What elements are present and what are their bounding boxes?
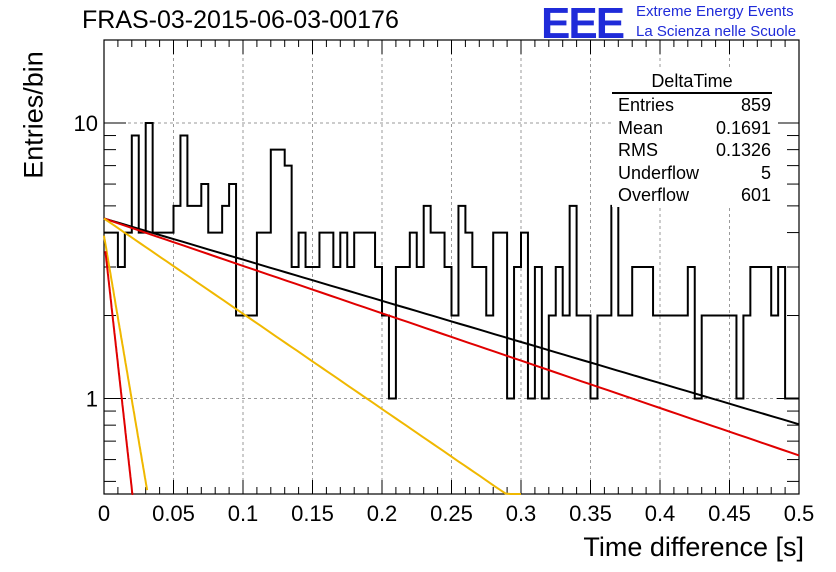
stats-value: 0.1326 bbox=[715, 140, 771, 160]
stats-row-entries: Entries 859 bbox=[612, 94, 778, 117]
stats-row-overflow: Overflow 601 bbox=[612, 184, 778, 207]
x-tick-label: 0.1 bbox=[228, 501, 259, 526]
fit-curve bbox=[103, 217, 800, 426]
x-tick-label: 0.5 bbox=[784, 501, 815, 526]
x-tick-label: 0.45 bbox=[708, 501, 751, 526]
stats-value: 5 bbox=[760, 162, 771, 183]
stats-label: Overflow bbox=[618, 185, 690, 205]
stats-label: RMS bbox=[618, 140, 658, 160]
stats-row-mean: Mean 0.1691 bbox=[612, 117, 778, 140]
stats-value: 859 bbox=[740, 95, 771, 115]
y-axis-label: Entries/bin bbox=[18, 51, 49, 179]
x-axis-label: Time difference [s] bbox=[583, 532, 804, 562]
stats-label: Underflow bbox=[618, 162, 700, 183]
stats-label: Entries bbox=[618, 95, 675, 115]
y-tick-label: 1 bbox=[86, 386, 98, 411]
x-tick-label: 0.05 bbox=[152, 501, 195, 526]
x-tick-label: 0.35 bbox=[569, 501, 612, 526]
stats-label: Mean bbox=[618, 117, 664, 138]
fit-curve bbox=[103, 217, 800, 457]
y-tick-label: 10 bbox=[74, 111, 98, 136]
fit-curve bbox=[103, 217, 521, 495]
stats-box: DeltaTime Entries 859 Mean 0.1691 RMS 0.132… bbox=[612, 70, 778, 207]
x-tick-label: 0.15 bbox=[291, 501, 334, 526]
histogram-line bbox=[104, 121, 799, 400]
stats-title: DeltaTime bbox=[612, 70, 772, 94]
stats-row-rms: RMS 0.1326 bbox=[612, 139, 778, 162]
x-tick-label: 0.25 bbox=[430, 501, 473, 526]
stats-value: 0.1691 bbox=[715, 117, 771, 138]
x-tick-label: 0.2 bbox=[367, 501, 398, 526]
fit-curve bbox=[104, 251, 134, 495]
fit-curve bbox=[103, 235, 149, 491]
x-tick-label: 0.4 bbox=[645, 501, 676, 526]
x-tick-label: 0 bbox=[98, 501, 110, 526]
stats-row-underflow: Underflow 5 bbox=[612, 162, 778, 185]
eee-logo: EEE bbox=[541, 0, 625, 48]
chart-title: FRAS-03-2015-06-03-00176 bbox=[82, 6, 399, 34]
logo-line-1: Extreme Energy Events bbox=[636, 3, 794, 20]
x-tick-label: 0.3 bbox=[506, 501, 537, 526]
stats-value: 601 bbox=[740, 185, 771, 205]
logo-line-2: La Scienza nelle Scuole bbox=[636, 23, 797, 40]
